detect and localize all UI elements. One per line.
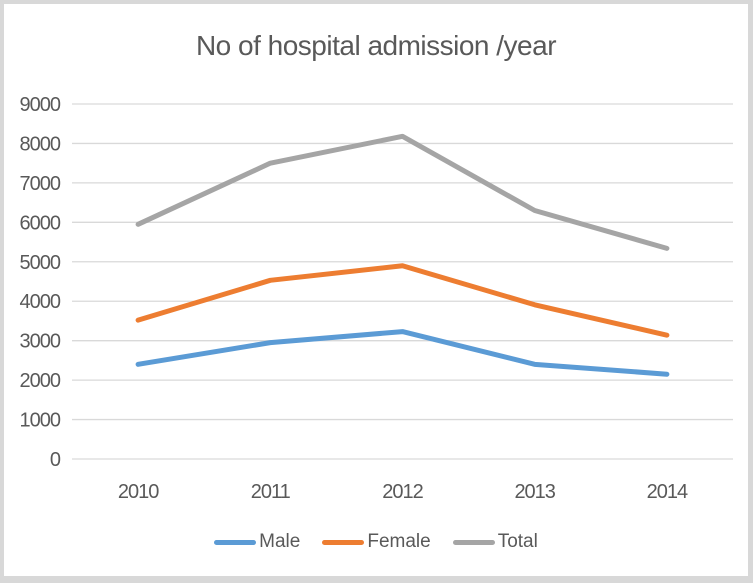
legend-marker-total-icon (452, 539, 495, 545)
y-axis-tick-label: 6000 (20, 212, 61, 234)
series-line-total (135, 133, 670, 251)
y-axis-tick-label: 1000 (20, 410, 61, 432)
legend-label-male: Male (259, 531, 301, 552)
x-axis-tick-label: 2014 (647, 481, 688, 503)
legend-item-female: Female (322, 531, 431, 553)
legend-item-male: Male (214, 531, 300, 553)
series-line-female (135, 263, 670, 338)
y-axis-tick-label: 0 (50, 449, 61, 471)
x-axis-tick-label: 2012 (382, 481, 423, 503)
legend-marker-male-icon (214, 539, 257, 545)
x-axis-tick-label: 2013 (514, 481, 555, 503)
legend-label-female: Female (367, 531, 431, 552)
x-axis-tick-label: 2011 (251, 481, 291, 503)
line-chart-plot-area: 0 1000 2000 3000 4000 5000 6000 7000 8000 9000 201… (20, 94, 733, 503)
legend-marker-female-icon (322, 539, 365, 545)
x-axis-tick-label: 2010 (118, 481, 159, 503)
y-axis-tick-label: 2000 (20, 370, 61, 392)
y-axis-tick-label: 9000 (20, 94, 61, 116)
chart-legend: Male Female Total (4, 531, 748, 553)
y-axis-tick-label: 4000 (20, 291, 61, 313)
y-axis-tick-label: 5000 (20, 252, 61, 274)
series-line-male (135, 329, 670, 377)
y-axis-tick-label: 3000 (20, 331, 61, 353)
chart-title: No of hospital admission /year (195, 30, 557, 61)
y-axis-tick-label: 8000 (20, 133, 61, 155)
legend-label-total: Total (497, 531, 538, 552)
legend-item-total: Total (452, 531, 538, 553)
y-axis-tick-label: 7000 (20, 173, 61, 195)
